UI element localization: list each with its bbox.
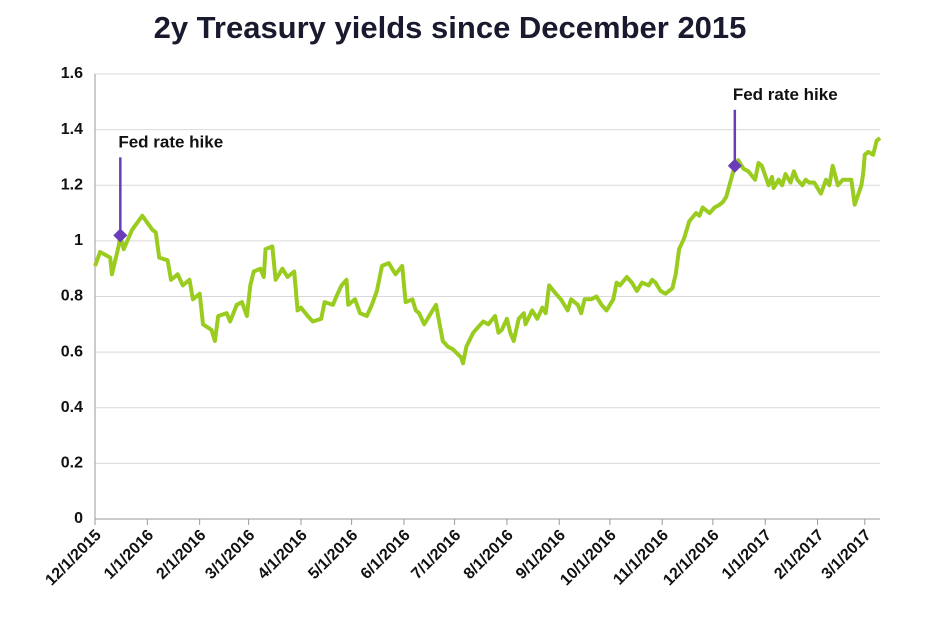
y-tick-label: 0.4 bbox=[61, 399, 83, 416]
annotation-marker bbox=[727, 158, 742, 173]
x-tick-label: 10/1/2016 bbox=[557, 527, 619, 589]
chart-title: 2y Treasury yields since December 2015 bbox=[154, 10, 747, 45]
x-tick-label: 4/1/2016 bbox=[255, 527, 311, 583]
y-tick-label: 1.6 bbox=[61, 65, 83, 82]
y-tick-label: 0.2 bbox=[61, 455, 83, 472]
y-tick-label: 1 bbox=[74, 232, 83, 249]
x-tick-label: 3/1/2017 bbox=[819, 527, 875, 583]
x-tick-label: 6/1/2016 bbox=[358, 527, 414, 583]
x-tick-label: 1/1/2016 bbox=[101, 527, 157, 583]
annotation-label: Fed rate hike bbox=[733, 85, 838, 104]
x-tick-label: 12/1/2015 bbox=[42, 527, 104, 589]
y-tick-label: 1.2 bbox=[61, 176, 83, 193]
x-tick-label: 12/1/2016 bbox=[660, 527, 722, 589]
y-tick-label: 0.6 bbox=[61, 343, 83, 360]
x-tick-label: 7/1/2016 bbox=[408, 527, 464, 583]
y-tick-label: 0 bbox=[74, 510, 83, 527]
x-tick-label: 1/1/2017 bbox=[719, 527, 775, 583]
x-tick-label: 2/1/2017 bbox=[771, 527, 827, 583]
x-tick-label: 8/1/2016 bbox=[461, 527, 517, 583]
x-tick-label: 5/1/2016 bbox=[305, 527, 361, 583]
x-tick-label: 3/1/2016 bbox=[202, 527, 258, 583]
x-tick-label: 2/1/2016 bbox=[153, 527, 209, 583]
y-tick-label: 1.4 bbox=[61, 121, 83, 138]
data-line bbox=[93, 136, 882, 366]
annotation-label: Fed rate hike bbox=[118, 132, 223, 151]
annotation-marker bbox=[113, 228, 128, 243]
y-tick-label: 0.8 bbox=[61, 288, 83, 305]
